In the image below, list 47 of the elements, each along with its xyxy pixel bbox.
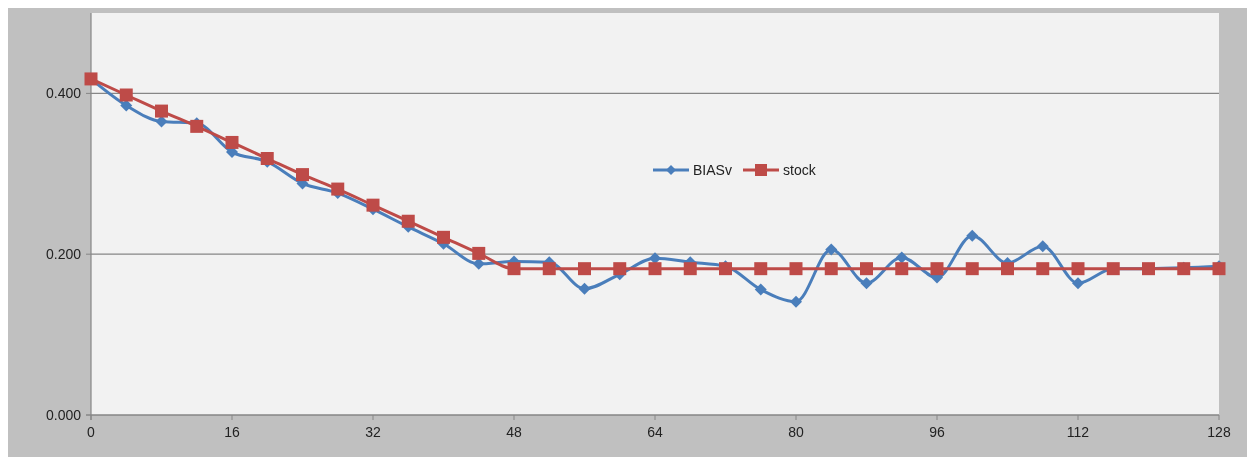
x-tick-label: 0 — [87, 424, 96, 440]
point — [790, 295, 802, 308]
x-tick-label: 80 — [788, 424, 804, 440]
x-tick-label: 96 — [929, 424, 945, 440]
point — [930, 262, 944, 276]
point — [542, 262, 556, 276]
point — [1071, 262, 1085, 276]
point — [683, 262, 697, 276]
x-tick-label: 16 — [224, 424, 240, 440]
point — [578, 262, 591, 276]
point — [1072, 277, 1084, 290]
point — [507, 262, 521, 276]
legend-label: BIASv — [693, 161, 732, 178]
point — [1036, 262, 1050, 276]
x-tick-label: 128 — [1207, 424, 1231, 440]
x-tick-label: 48 — [506, 424, 522, 440]
point — [648, 262, 662, 276]
point — [119, 88, 133, 102]
x-tick-label: 112 — [1066, 424, 1090, 440]
x-tick-label: 32 — [365, 424, 381, 440]
point — [825, 243, 838, 256]
point — [1036, 240, 1049, 253]
x-tick-label: 64 — [647, 424, 663, 440]
point — [155, 104, 168, 118]
point — [437, 230, 450, 244]
point — [296, 168, 309, 182]
point — [860, 277, 873, 290]
y-tick-label: 0.200 — [45, 246, 82, 263]
y-tick-label: 0.400 — [45, 85, 82, 102]
point — [965, 262, 979, 276]
point — [789, 262, 803, 276]
point — [966, 229, 979, 242]
point — [824, 262, 838, 276]
point — [331, 182, 345, 196]
point — [366, 198, 380, 212]
point — [401, 214, 415, 228]
point — [1001, 262, 1014, 276]
point — [860, 262, 873, 276]
point — [754, 262, 768, 276]
y-tick-label: 0.000 — [45, 406, 82, 423]
legend-label: stock — [783, 161, 817, 178]
point — [613, 262, 627, 276]
point — [754, 283, 767, 296]
point — [895, 251, 908, 264]
point — [895, 262, 909, 276]
point — [472, 246, 486, 260]
point — [225, 135, 239, 149]
